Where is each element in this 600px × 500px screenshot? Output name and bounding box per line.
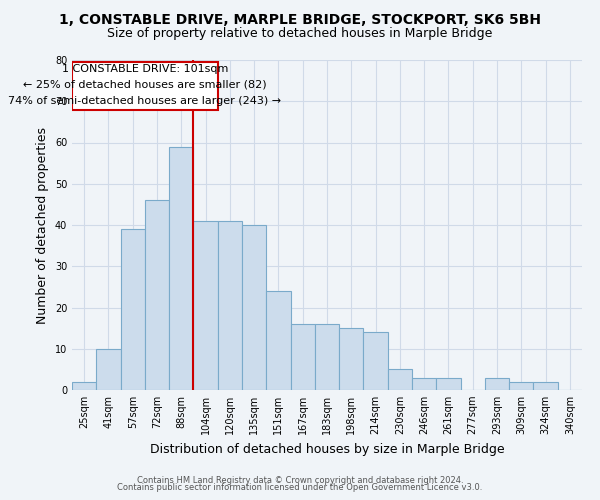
- Text: Contains HM Land Registry data © Crown copyright and database right 2024.: Contains HM Land Registry data © Crown c…: [137, 476, 463, 485]
- Bar: [96, 349, 121, 390]
- Bar: [145, 200, 169, 390]
- Bar: [218, 221, 242, 390]
- Text: Size of property relative to detached houses in Marple Bridge: Size of property relative to detached ho…: [107, 28, 493, 40]
- Bar: [169, 146, 193, 390]
- Bar: [485, 378, 509, 390]
- Bar: [364, 332, 388, 390]
- Bar: [290, 324, 315, 390]
- Bar: [412, 378, 436, 390]
- Bar: [193, 221, 218, 390]
- X-axis label: Distribution of detached houses by size in Marple Bridge: Distribution of detached houses by size …: [149, 442, 505, 456]
- Text: 1 CONSTABLE DRIVE: 101sqm: 1 CONSTABLE DRIVE: 101sqm: [62, 64, 228, 74]
- Bar: [315, 324, 339, 390]
- FancyBboxPatch shape: [72, 62, 218, 110]
- Text: 1, CONSTABLE DRIVE, MARPLE BRIDGE, STOCKPORT, SK6 5BH: 1, CONSTABLE DRIVE, MARPLE BRIDGE, STOCK…: [59, 12, 541, 26]
- Bar: [266, 291, 290, 390]
- Bar: [436, 378, 461, 390]
- Text: ← 25% of detached houses are smaller (82): ← 25% of detached houses are smaller (82…: [23, 80, 266, 90]
- Bar: [509, 382, 533, 390]
- Y-axis label: Number of detached properties: Number of detached properties: [36, 126, 49, 324]
- Text: 74% of semi-detached houses are larger (243) →: 74% of semi-detached houses are larger (…: [8, 96, 281, 106]
- Bar: [388, 370, 412, 390]
- Bar: [339, 328, 364, 390]
- Bar: [72, 382, 96, 390]
- Bar: [533, 382, 558, 390]
- Bar: [121, 229, 145, 390]
- Text: Contains public sector information licensed under the Open Government Licence v3: Contains public sector information licen…: [118, 484, 482, 492]
- Bar: [242, 225, 266, 390]
